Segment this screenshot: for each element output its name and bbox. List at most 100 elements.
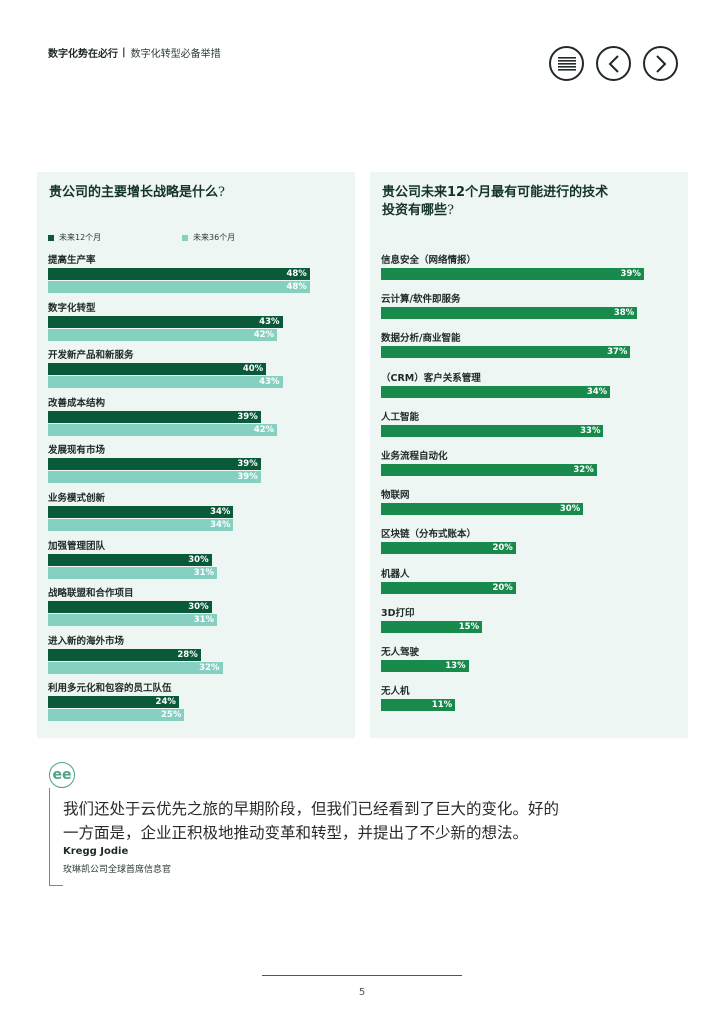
- category-group: 云计算/软件即服务 38%: [381, 293, 681, 320]
- category-label: 开发新产品和新服务: [48, 350, 134, 362]
- category-label: 加强管理团队: [48, 540, 106, 552]
- header: 数字化势在必行 | 数字化转型必备举措: [48, 45, 221, 60]
- category-group: 加强管理团队 30% 31%: [48, 540, 348, 579]
- bar-value-label: 33%: [580, 425, 601, 436]
- quote-author: Kregg Jodie: [63, 846, 129, 857]
- chevron-left-icon: [608, 54, 619, 73]
- category-group: 开发新产品和新服务 40% 43%: [48, 349, 348, 389]
- previous-page-button[interactable]: [596, 46, 631, 81]
- quote-text: 我们还处于云优先之旅的早期阶段，但我们已经看到了巨大的变化。好的 一方面是，企业…: [63, 797, 663, 845]
- category-label: 业务流程自动化: [381, 451, 448, 462]
- category-group: 信息安全（网络情报） 39%: [381, 254, 681, 280]
- bar-value-label: 43%: [259, 316, 280, 327]
- bar-value-label: 31%: [193, 615, 215, 626]
- category-label: 战略联盟和合作项目: [48, 588, 134, 600]
- bar-value-label: 43%: [259, 377, 280, 388]
- header-title: 数字化势在必行: [48, 49, 118, 60]
- bar-value-label: 38%: [613, 308, 635, 319]
- bar-value-label: 39%: [237, 459, 258, 470]
- bar-12-months: 30%: [48, 553, 212, 566]
- quote-icon: ee: [49, 762, 75, 788]
- category-group: 改善成本结构 39% 42%: [48, 397, 348, 436]
- category-group: 数字化转型 43% 42%: [48, 302, 348, 341]
- category-group: 无人驾驶 13%: [381, 646, 681, 672]
- bar-value-label: 28%: [177, 649, 198, 660]
- category-group: 无人机 11%: [381, 685, 681, 712]
- bar-investment: 33%: [381, 424, 604, 437]
- quote-line-2: 一方面是，企业正积极地推动变革和转型，并提出了不少新的想法。: [63, 824, 529, 842]
- category-group: 物联网 30%: [381, 489, 681, 516]
- tech-investment-panel: 贵公司未来12个月最有可能进行的技术 投资有哪些? 信息安全（网络情报） 39% 云…: [370, 172, 688, 738]
- growth-strategy-title-mark: ?: [218, 185, 225, 200]
- bar-investment: 15%: [381, 620, 483, 633]
- quote-line-1: 我们还处于云优先之旅的早期阶段，但我们已经看到了巨大的变化。好的: [63, 800, 560, 818]
- bar-value-label: 42%: [253, 424, 275, 435]
- legend-item-36-months: 未来36个月: [182, 232, 235, 243]
- bar-value-label: 15%: [458, 621, 480, 632]
- category-label: 利用多元化和包容的员工队伍: [48, 683, 172, 695]
- bar-investment: 11%: [381, 699, 456, 712]
- bar-value-label: 34%: [210, 507, 231, 517]
- bar-value-label: 32%: [199, 662, 220, 673]
- bar-value-label: 25%: [161, 710, 182, 721]
- bar-36-months: 31%: [48, 566, 218, 579]
- bar-investment: 37%: [381, 346, 631, 359]
- legend-label-12-months: 未来12个月: [59, 233, 102, 242]
- bar-12-months: 30%: [48, 601, 212, 614]
- bar-value-label: 30%: [188, 602, 209, 613]
- bar-36-months: 48%: [48, 281, 310, 293]
- growth-strategy-title: 贵公司的主要增长战略是什么?: [49, 184, 339, 202]
- category-label: 无人机: [381, 686, 410, 698]
- legend-item-12-months: 未来12个月: [48, 232, 101, 243]
- bar-value-label: 42%: [253, 329, 275, 340]
- category-group: 数据分析/商业智能 37%: [381, 332, 681, 359]
- bar-value-label: 31%: [193, 567, 215, 578]
- chevron-right-icon: [655, 54, 666, 73]
- bar-36-months: 42%: [48, 423, 278, 436]
- category-group: 战略联盟和合作项目 30% 31%: [48, 587, 348, 627]
- category-label: 机器人: [381, 568, 410, 580]
- menu-button[interactable]: [549, 46, 584, 81]
- bar-36-months: 43%: [48, 376, 283, 389]
- legend-swatch-dark: [48, 234, 54, 241]
- menu-lines-icon: [557, 56, 576, 71]
- footer-divider: [262, 975, 462, 976]
- bar-value-label: 24%: [155, 697, 176, 708]
- category-group: 进入新的海外市场 28% 32%: [48, 635, 348, 674]
- bar-12-months: 48%: [48, 268, 310, 280]
- bar-investment: 20%: [381, 581, 516, 594]
- category-label: 人工智能: [381, 411, 420, 423]
- tech-investment-title: 贵公司未来12个月最有可能进行的技术 投资有哪些?: [382, 184, 672, 220]
- tech-investment-title-mark: ?: [447, 203, 454, 218]
- bar-investment: 20%: [381, 542, 516, 555]
- bar-investment: 38%: [381, 307, 638, 320]
- bar-value-label: 30%: [559, 504, 581, 515]
- bar-36-months: 32%: [48, 661, 223, 674]
- bar-value-label: 32%: [573, 465, 594, 475]
- category-label: 区块链（分布式账本）: [381, 529, 477, 541]
- bar-12-months: 43%: [48, 315, 283, 328]
- bar-value-label: 11%: [431, 700, 453, 711]
- category-group: （CRM）客户关系管理 34%: [381, 372, 681, 398]
- category-label: （CRM）客户关系管理: [381, 372, 481, 384]
- bar-value-label: 48%: [286, 282, 307, 292]
- category-label: 3D打印: [381, 607, 415, 619]
- category-group: 利用多元化和包容的员工队伍 24% 25%: [48, 682, 348, 722]
- bar-value-label: 37%: [607, 347, 628, 358]
- category-label: 发展现有市场: [48, 445, 106, 457]
- bar-investment: 30%: [381, 503, 584, 516]
- quote-author-role: 玫琳凯公司全球首席信息官: [63, 865, 172, 875]
- legend-label-36-months: 未来36个月: [193, 233, 236, 242]
- bar-value-label: 40%: [242, 364, 264, 375]
- category-label: 进入新的海外市场: [48, 635, 125, 647]
- category-label: 无人驾驶: [381, 647, 420, 658]
- category-label: 信息安全（网络情报）: [381, 255, 477, 266]
- category-label: 数据分析/商业智能: [381, 333, 461, 345]
- bar-value-label: 20%: [492, 582, 513, 593]
- next-page-button[interactable]: [643, 46, 678, 81]
- category-label: 云计算/软件即服务: [381, 294, 461, 306]
- category-group: 提高生产率 48% 48%: [48, 254, 348, 293]
- bar-value-label: 34%: [210, 520, 231, 530]
- quote-rule-bottom: [49, 885, 63, 886]
- bar-investment: 13%: [381, 660, 469, 672]
